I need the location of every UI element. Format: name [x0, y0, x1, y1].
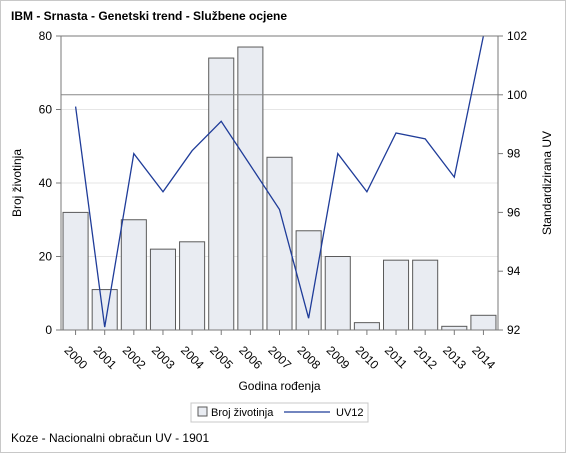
y2-tick-label: 92	[507, 323, 521, 337]
x-tick-label: 2008	[295, 343, 324, 372]
x-axis-title: Godina rođenja	[238, 379, 320, 393]
y2-tick-label: 100	[507, 88, 527, 102]
bar	[470, 314, 497, 331]
bar	[62, 211, 89, 331]
bar	[412, 259, 439, 331]
y-tick-label: 80	[39, 29, 53, 43]
x-tick-label: 2009	[324, 343, 353, 372]
x-tick-label: 2001	[91, 343, 120, 372]
y2-tick-label: 102	[507, 29, 527, 43]
x-tick-label: 2002	[120, 343, 149, 372]
x-tick-label: 2000	[61, 343, 90, 372]
bar	[179, 241, 206, 331]
x-tick-label: 2007	[265, 343, 294, 372]
legend-bar-swatch	[197, 406, 208, 417]
x-tick-label: 2005	[207, 343, 236, 372]
y2-axis-title: Standardizirana UV	[540, 131, 554, 235]
line-series	[61, 35, 498, 328]
bar	[353, 322, 380, 331]
bar	[208, 57, 235, 331]
y2-tick-label: 98	[507, 147, 521, 161]
bar	[149, 248, 176, 331]
bar	[266, 156, 293, 331]
legend-label-bars: Broj životinja	[211, 407, 274, 419]
y2-tick-label: 94	[507, 264, 521, 278]
bar	[324, 256, 351, 331]
line-uv12	[74, 35, 485, 328]
bar	[441, 325, 468, 331]
y2-tick-label: 96	[507, 205, 521, 219]
bar	[120, 219, 147, 331]
x-tick-label: 2006	[236, 343, 265, 372]
chart-title: IBM - Srnasta - Genetski trend - Služben…	[11, 9, 288, 23]
bar-series	[62, 46, 497, 331]
x-tick-label: 2011	[382, 343, 410, 371]
bar	[237, 46, 264, 331]
y-axis-title: Broj životinja	[10, 149, 24, 217]
y-tick-label: 20	[39, 250, 53, 264]
x-tick-label: 2004	[178, 343, 207, 372]
legend-box	[190, 402, 369, 423]
x-tick-label: 2013	[440, 343, 469, 372]
bar	[383, 259, 410, 331]
x-tick-label: 2012	[411, 343, 440, 372]
y-tick-label: 60	[39, 103, 53, 117]
legend: Broj životinja UV12	[190, 402, 369, 423]
bar	[295, 230, 322, 331]
y-tick-label: 40	[39, 176, 53, 190]
x-tick-label: 2010	[353, 343, 382, 372]
legend-label-line: UV12	[336, 407, 364, 419]
y-tick-label: 0	[45, 323, 52, 337]
footnote: Koze - Nacionalni obračun UV - 1901	[11, 431, 210, 445]
x-tick-label: 2003	[149, 343, 178, 372]
x-tick-label: 2014	[469, 343, 498, 372]
